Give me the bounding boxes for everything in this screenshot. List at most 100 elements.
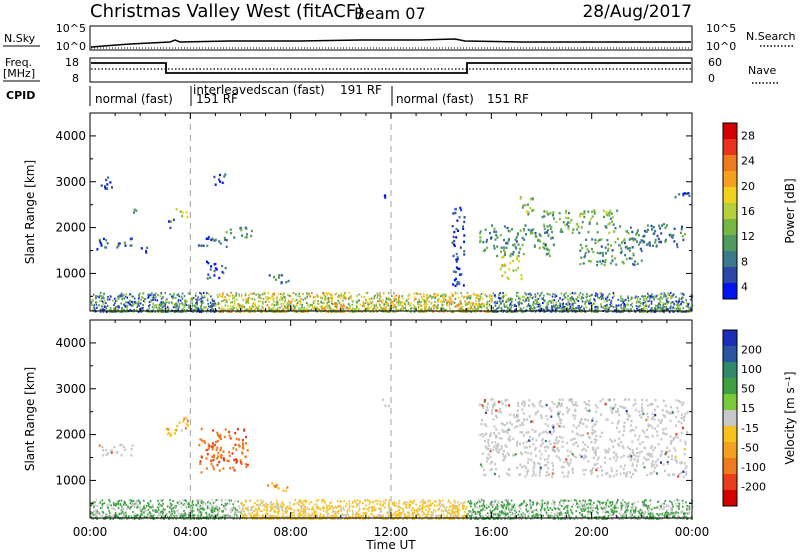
- range-gate-cell: [518, 251, 520, 253]
- near-range-cell: [423, 293, 425, 295]
- range-gate-cell: [682, 427, 684, 429]
- range-gate-cell: [105, 449, 107, 451]
- range-gate-cell: [630, 227, 632, 229]
- near-range-cell: [465, 304, 467, 306]
- range-gate-cell: [508, 268, 510, 270]
- range-gate-cell: [512, 260, 514, 262]
- near-range-cell: [218, 307, 220, 309]
- range-gate-cell: [608, 398, 610, 400]
- near-range-cell: [251, 512, 253, 514]
- range-gate-cell: [637, 229, 639, 231]
- near-range-cell: [271, 304, 273, 306]
- range-gate-cell: [643, 457, 645, 459]
- range-gate-cell: [236, 438, 238, 440]
- near-range-cell: [570, 307, 572, 309]
- range-gate-cell: [664, 240, 666, 242]
- range-gate-cell: [648, 424, 650, 426]
- near-range-cell: [553, 305, 555, 307]
- near-range-cell: [307, 298, 309, 300]
- range-gate-cell: [523, 405, 525, 407]
- near-range-cell: [594, 300, 596, 302]
- range-gate-cell: [567, 450, 569, 452]
- near-range-cell: [421, 305, 423, 307]
- near-range-cell: [432, 305, 434, 307]
- range-gate-cell: [638, 410, 640, 412]
- range-gate-cell: [515, 238, 517, 240]
- near-range-cell: [603, 298, 605, 300]
- near-range-cell: [297, 302, 299, 304]
- y-axis-label: Slant Range [km]: [23, 160, 37, 264]
- range-gate-cell: [517, 267, 519, 269]
- range-gate-cell: [544, 464, 546, 466]
- range-gate-cell: [624, 407, 626, 409]
- range-gate-cell: [145, 251, 147, 253]
- near-range-cell: [230, 295, 232, 297]
- near-range-cell: [107, 305, 109, 307]
- scatter-cells: [91, 173, 693, 313]
- near-range-cell: [388, 299, 390, 301]
- range-gate-cell: [235, 448, 237, 450]
- near-range-cell: [274, 309, 276, 311]
- near-range-cell: [528, 300, 530, 302]
- noise-panel: N.Sky 10^5 10^0 10^5 10^0 N.Search: [3, 22, 796, 53]
- range-gate-cell: [587, 248, 589, 250]
- near-range-cell: [596, 306, 598, 308]
- near-range-cell: [682, 506, 684, 508]
- range-gate-cell: [518, 260, 520, 262]
- range-gate-cell: [106, 454, 108, 456]
- near-range-cell: [537, 302, 539, 304]
- range-gate-cell: [637, 459, 639, 461]
- range-gate-cell: [206, 449, 208, 451]
- range-gate-cell: [200, 460, 202, 462]
- near-range-cell: [672, 503, 674, 505]
- near-range-cell: [631, 298, 633, 300]
- near-range-cell: [464, 296, 466, 298]
- near-range-cell: [534, 303, 536, 305]
- echo-region-5: [168, 219, 175, 229]
- near-range-cell: [550, 507, 552, 509]
- near-range-cell: [659, 508, 661, 510]
- range-gate-cell: [547, 467, 549, 469]
- near-range-cell: [123, 298, 125, 300]
- range-gate-cell: [676, 243, 678, 245]
- range-gate-cell: [463, 253, 465, 255]
- range-gate-cell: [634, 403, 636, 405]
- near-range-cell: [601, 298, 603, 300]
- near-range-cell: [646, 299, 648, 301]
- near-range-cell: [428, 301, 430, 303]
- near-range-cell: [372, 303, 374, 305]
- range-gate-cell: [237, 428, 239, 430]
- range-gate-cell: [663, 400, 665, 402]
- range-gate-cell: [606, 472, 608, 474]
- near-range-cell: [202, 515, 204, 517]
- range-gate-cell: [565, 458, 567, 460]
- range-gate-cell: [535, 236, 537, 238]
- range-gate-cell: [611, 409, 613, 411]
- near-range-cell: [656, 308, 658, 310]
- range-gate-cell: [532, 403, 534, 405]
- near-range-cell: [356, 305, 358, 307]
- range-gate-cell: [515, 453, 517, 455]
- range-gate-cell: [631, 441, 633, 443]
- range-gate-cell: [514, 416, 516, 418]
- range-gate-cell: [684, 192, 686, 194]
- range-gate-cell: [522, 204, 524, 206]
- range-gate-cell: [581, 449, 583, 451]
- near-range-cell: [470, 305, 472, 307]
- near-range-cell: [158, 304, 160, 306]
- range-gate-cell: [657, 425, 659, 427]
- near-range-cell: [680, 308, 682, 310]
- echo-region-14: [479, 224, 555, 257]
- near-range-cell: [163, 302, 165, 304]
- range-gate-cell: [596, 420, 598, 422]
- range-gate-cell: [597, 458, 599, 460]
- near-range-cell: [196, 299, 198, 301]
- near-range-cell: [574, 301, 576, 303]
- near-range-cell: [420, 301, 422, 303]
- near-range-cell: [517, 292, 519, 294]
- range-gate-cell: [548, 233, 550, 235]
- range-gate-cell: [640, 248, 642, 250]
- range-gate-cell: [575, 401, 577, 403]
- range-gate-cell: [134, 209, 136, 211]
